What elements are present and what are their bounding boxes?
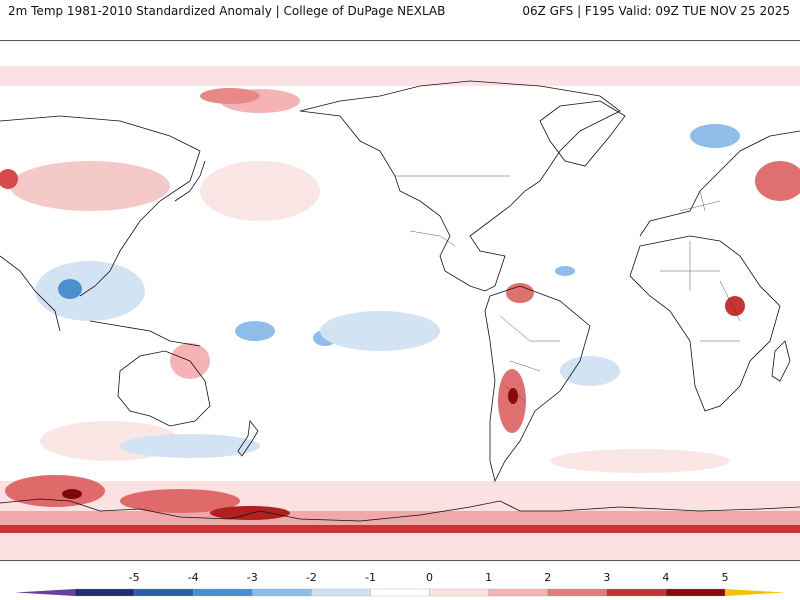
colorbar-segment	[606, 588, 667, 597]
colorbar-tick-labels: -5 -4 -3 -2 -1 0 1 2 3 4 5	[129, 571, 729, 584]
africa-borders	[660, 241, 741, 342]
coastlines	[0, 80, 800, 522]
southeast-asia-cool	[35, 261, 145, 321]
colorbar-tick-label: 2	[544, 571, 551, 584]
colorbar-segment	[252, 588, 312, 597]
colorbar-tick-label: 1	[485, 571, 492, 584]
caribbean-cool	[555, 266, 575, 276]
south-america-borders	[499, 315, 560, 402]
colorbar-tick-label: 5	[722, 571, 729, 584]
scandinavia-cool	[690, 124, 740, 148]
map-title: 2m Temp 1981-2010 Standardized Anomaly |…	[8, 4, 446, 18]
colorbar-tick-label: 0	[426, 571, 433, 584]
colorbar-max-arrow	[725, 589, 785, 596]
madagascar-coast	[771, 340, 791, 382]
colorbar-segment	[488, 588, 548, 597]
colorbar-segment	[311, 588, 371, 597]
south-atlantic-cool	[560, 356, 620, 386]
south-edge-red	[0, 525, 800, 533]
colorbar-tick-label: 3	[603, 571, 610, 584]
siberia-warm	[10, 161, 170, 211]
southern-ocean-cool	[120, 434, 260, 458]
colorbar-segments	[15, 588, 785, 597]
antarctic-warm-core-east	[120, 489, 240, 513]
indonesia-coast	[89, 320, 201, 347]
colorbar-tick-label: -4	[188, 571, 199, 584]
indochina-coast	[0, 255, 61, 332]
australia-coast	[117, 350, 211, 427]
argentina-hot	[508, 388, 518, 404]
north-pacific-warm	[200, 161, 320, 221]
tropical-pacific-cool-1	[235, 321, 275, 341]
warm-anomaly-regions	[0, 66, 800, 560]
north-america-coast	[299, 80, 621, 292]
colorbar-segment	[547, 588, 607, 597]
model-run-info: 06Z GFS | F195 Valid: 09Z TUE NOV 25 202…	[522, 4, 790, 18]
africa-coast	[629, 235, 781, 412]
europe-borders	[679, 190, 721, 212]
philippines-cool	[58, 279, 82, 299]
arctic-warm-core	[200, 88, 260, 104]
new-zealand-coast	[237, 420, 259, 457]
world-anomaly-map	[0, 40, 800, 561]
colorbar-tick-label: -1	[365, 571, 376, 584]
antarctic-warm-core-west	[5, 475, 105, 507]
colorbar-segment	[370, 588, 430, 597]
asia-east-coast	[0, 115, 201, 297]
colorbar-segment	[133, 588, 194, 597]
west-siberia-warm	[0, 169, 18, 189]
greenland-coast	[539, 100, 626, 167]
colorbar-segment	[429, 588, 489, 597]
urals-warm	[755, 161, 800, 201]
colorbar-min-arrow	[15, 589, 75, 596]
colorbar-segment	[74, 588, 135, 597]
japan-coast	[174, 160, 206, 202]
colorbar-segment	[193, 588, 253, 597]
central-pacific-cool	[320, 311, 440, 351]
anomaly-colorbar: -5 -4 -3 -2 -1 0 1 2 3 4 5	[15, 571, 785, 597]
antarctic-hot-spot	[62, 489, 82, 499]
colorbar-segment	[665, 588, 726, 597]
antarctic-hot-core-2	[210, 506, 290, 520]
south-america-coast	[484, 285, 591, 483]
colorbar-tick-label: -3	[247, 571, 258, 584]
africa-warm	[725, 296, 745, 316]
colorbar-tick-label: 4	[662, 571, 669, 584]
south-atlantic-warm	[550, 449, 730, 473]
colorbar-tick-label: -5	[129, 571, 140, 584]
antarctica-coast	[0, 498, 800, 522]
arctic-warm-band	[0, 66, 800, 86]
political-borders	[395, 175, 741, 402]
us-mexico-border	[409, 230, 456, 247]
colorbar-tick-label: -2	[306, 571, 317, 584]
cool-anomaly-regions	[35, 124, 740, 458]
